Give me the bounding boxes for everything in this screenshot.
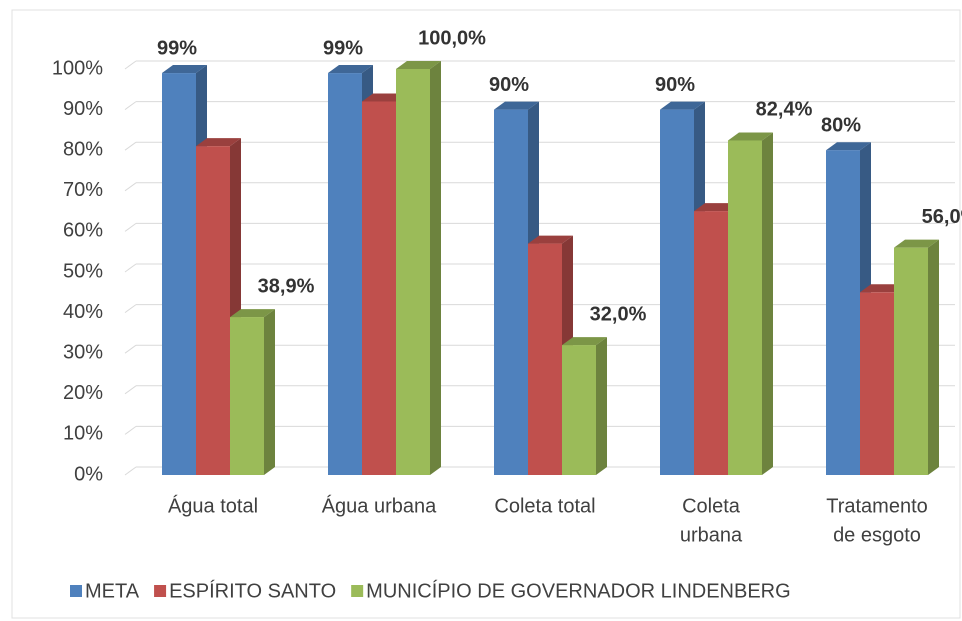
bar-top [660, 101, 705, 110]
grid-tick [124, 60, 137, 70]
bar [694, 211, 728, 475]
y-tick-label: 20% [63, 382, 103, 404]
bar [162, 73, 196, 475]
data-label: 99% [323, 37, 363, 59]
grid-tick [124, 101, 137, 111]
bar-top [162, 65, 207, 74]
bar [528, 243, 562, 475]
bar [494, 109, 528, 475]
legend-label: MUNICÍPIO DE GOVERNADOR LINDENBERG [366, 579, 791, 602]
grid-tick [124, 222, 137, 232]
x-tick-label: urbana [680, 524, 743, 546]
data-label: 90% [655, 74, 695, 96]
bar-top [728, 132, 773, 141]
bar [894, 247, 928, 475]
data-label: 100,0% [418, 27, 486, 49]
bar [230, 317, 264, 475]
grid-tick [124, 385, 137, 395]
y-tick-label: 90% [63, 98, 103, 120]
grid-tick [124, 466, 137, 476]
bar-top [528, 235, 573, 244]
bar-top [494, 101, 539, 110]
y-tick-label: 0% [74, 463, 103, 485]
data-label: 80% [821, 114, 861, 136]
data-label: 56,0% [922, 206, 962, 228]
y-tick-label: 30% [63, 341, 103, 363]
bar [196, 146, 230, 475]
legend-swatch [154, 585, 167, 597]
data-label: 38,9% [258, 275, 315, 297]
bar-top [196, 138, 241, 147]
bar-top [562, 337, 607, 346]
y-tick-label: 80% [63, 138, 103, 160]
x-tick-label: Coleta [682, 495, 741, 517]
grid-tick [124, 304, 137, 314]
legend-swatch [70, 585, 82, 597]
data-label: 82,4% [756, 99, 813, 121]
bar-side [762, 132, 773, 475]
bar-top [894, 239, 939, 248]
data-label: 90% [489, 74, 529, 96]
grid-tick [124, 263, 137, 273]
legend-label: META [85, 580, 140, 602]
y-tick-label: 100% [52, 57, 103, 79]
bar-top [230, 309, 275, 318]
x-tick-label: de esgoto [833, 524, 921, 546]
grid-tick [124, 182, 137, 192]
legend-label: ESPÍRITO SANTO [169, 579, 336, 602]
bar [362, 101, 396, 475]
x-tick-label: Coleta total [494, 495, 595, 517]
legend-swatch [351, 585, 364, 597]
y-tick-label: 50% [63, 260, 103, 282]
x-tick-label: Água total [168, 494, 258, 517]
bar [396, 69, 430, 475]
data-label: 32,0% [590, 303, 647, 325]
chart-frame [11, 9, 961, 619]
x-tick-label: Tratamento [826, 495, 928, 517]
grid-tick [124, 344, 137, 354]
bar-side [264, 309, 275, 475]
bar-side [928, 239, 939, 475]
y-tick-label: 70% [63, 179, 103, 201]
y-tick-label: 40% [63, 301, 103, 323]
bar [728, 140, 762, 475]
x-tick-label: Água urbana [322, 494, 437, 517]
grid-tick [124, 141, 137, 151]
bar-top [328, 65, 373, 74]
bar-top [362, 93, 407, 102]
bar-top [396, 61, 441, 69]
data-label: 99% [157, 37, 197, 59]
bar [860, 292, 894, 475]
bar [660, 109, 694, 475]
bar-side [430, 61, 441, 475]
y-tick-label: 60% [63, 220, 103, 242]
bar [826, 150, 860, 475]
bar-side [596, 337, 607, 475]
bar-top [860, 284, 905, 293]
bar-top [694, 203, 739, 212]
bar [562, 345, 596, 475]
grid-tick [124, 425, 137, 435]
bar [328, 73, 362, 475]
y-tick-label: 10% [63, 423, 103, 445]
bar-top [826, 142, 871, 151]
